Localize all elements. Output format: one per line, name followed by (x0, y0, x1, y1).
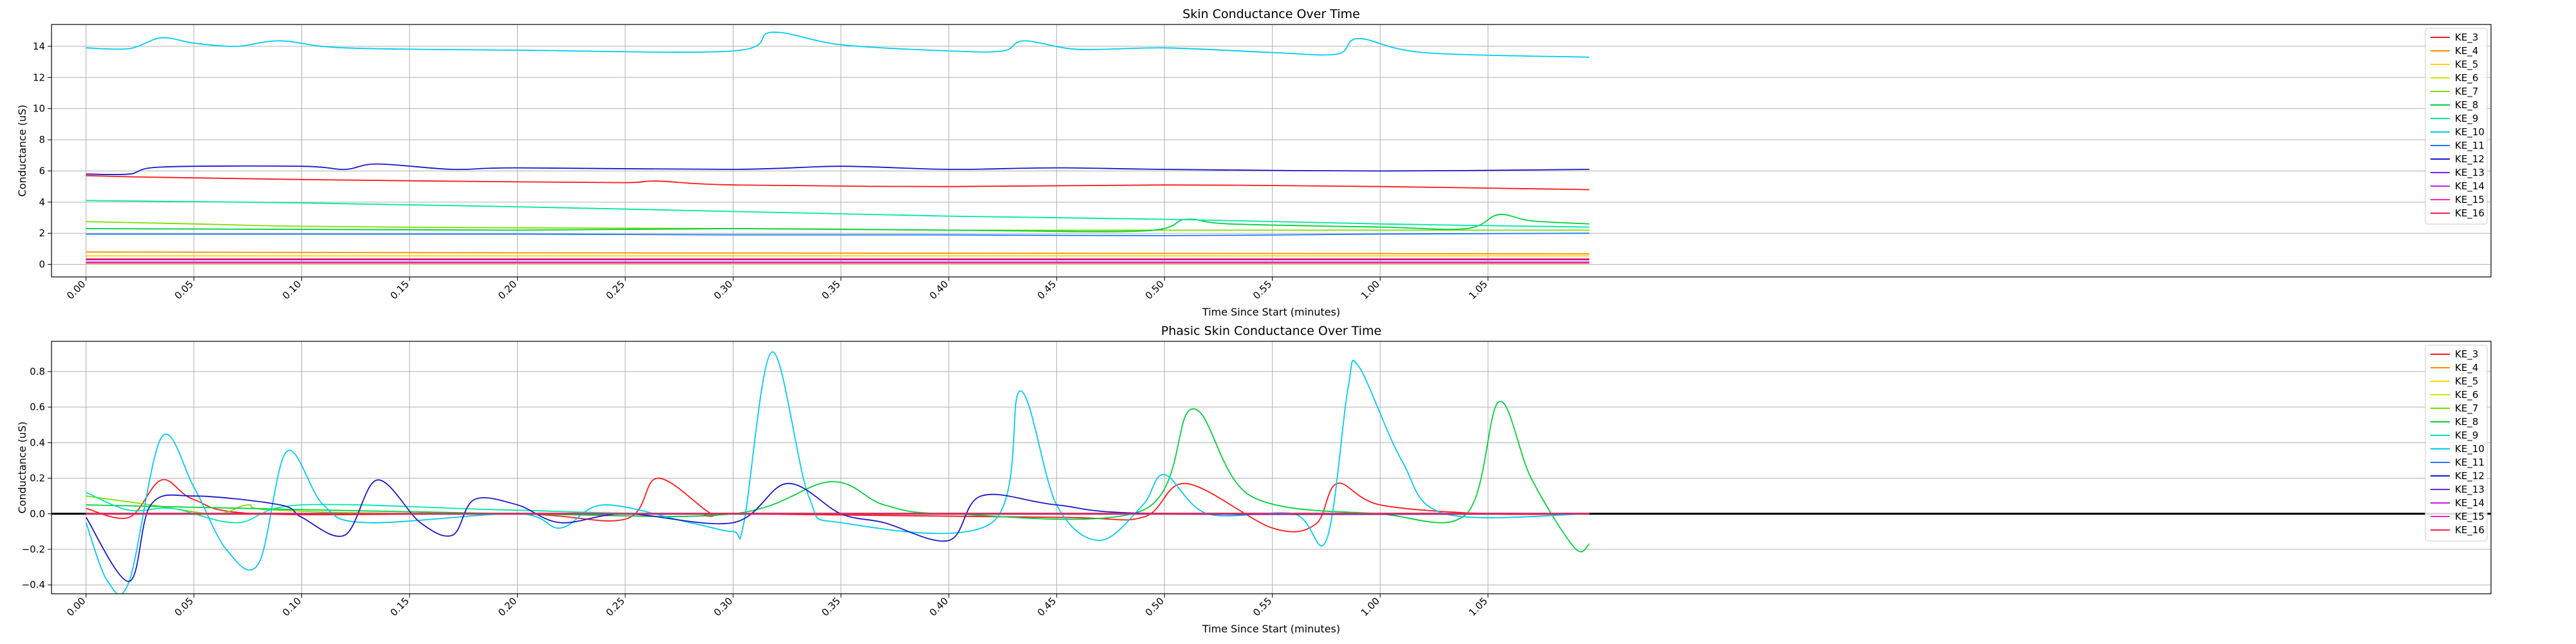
series-group (85, 351, 1590, 594)
x-tick-label: 0.25 (603, 595, 627, 618)
legend: KE_3KE_4KE_5KE_6KE_7KE_8KE_9KE_10KE_11KE… (2425, 345, 2488, 542)
legend-entry-label: KE_16 (2455, 207, 2485, 220)
legend-entry-label: KE_5 (2455, 59, 2478, 71)
legend-entry-label: KE_3 (2455, 32, 2478, 44)
x-tick-label: 0.35 (819, 278, 842, 301)
legend-entry-label: KE_14 (2455, 497, 2485, 509)
series-line-ke9 (86, 491, 1590, 524)
legend-entry-label: KE_11 (2455, 457, 2485, 469)
x-axis-label: Time Since Start (minutes) (1202, 306, 1340, 318)
y-tick-label: 0.8 (30, 366, 45, 377)
series-group (86, 32, 1590, 265)
x-tick-label: 1.00 (1359, 595, 1382, 618)
legend: KE_3KE_4KE_5KE_6KE_7KE_8KE_9KE_10KE_11KE… (2425, 28, 2488, 225)
chart-panel-2: 0.00 0.05 0.10 0.15 0.20 0.25 0.30 0.35 0.40 0.45… (16, 324, 2492, 635)
x-tick-label: 0.45 (1035, 595, 1058, 618)
x-tick-label: 1.05 (1466, 595, 1490, 618)
legend-entry-label: KE_6 (2455, 72, 2478, 84)
plot-frame (51, 24, 2492, 278)
x-tick-label: 0.30 (712, 278, 735, 301)
x-tick-label: 0.20 (496, 278, 519, 301)
x-tick-label: 0.55 (1251, 278, 1274, 301)
x-tick-label: 0.15 (388, 278, 411, 301)
y-tick-label: 2 (39, 227, 45, 239)
legend-entry-label: KE_7 (2455, 86, 2478, 98)
series-line-ke11 (86, 232, 1590, 236)
legend-entry-label: KE_8 (2455, 99, 2478, 111)
y-tick-label: 6 (39, 165, 45, 176)
legend-entry-label: KE_15 (2455, 194, 2485, 206)
x-tick-label: 0.50 (1143, 595, 1166, 618)
series-line-ke10 (86, 32, 1590, 58)
x-tick-label: 0.10 (280, 595, 303, 618)
y-tick-label: 0.4 (30, 437, 45, 448)
legend-entry-label: KE_6 (2455, 389, 2478, 401)
x-tick-label: 0.45 (1035, 278, 1058, 301)
series-line-ke9 (86, 200, 1590, 228)
y-tick-label: 0 (39, 259, 45, 270)
legend-entry-label: KE_16 (2455, 524, 2485, 536)
legend-entry-label: KE_7 (2455, 402, 2478, 415)
legend-entry-label: KE_13 (2455, 167, 2485, 179)
x-tick-label: 0.40 (927, 595, 951, 618)
legend-entry-label: KE_15 (2455, 511, 2485, 523)
chart-panel-1: 0.00 0.05 0.10 0.15 0.20 0.25 0.30 0.35 0.40 0.45… (16, 7, 2492, 318)
x-tick-label: 0.25 (603, 278, 627, 301)
legend-entry-label: KE_11 (2455, 140, 2485, 152)
legend-entry-label: KE_3 (2455, 348, 2478, 361)
legend-entry-label: KE_4 (2455, 45, 2478, 57)
legend-entry-label: KE_14 (2455, 180, 2485, 193)
legend-entry-label: KE_12 (2455, 470, 2485, 482)
y-tick-label: 12 (33, 71, 45, 83)
legend-entry-label: KE_12 (2455, 153, 2485, 166)
x-axis-label: Time Since Start (minutes) (1202, 623, 1340, 635)
x-tick-label: 0.10 (280, 278, 303, 301)
x-tick-label: 0.05 (173, 595, 196, 618)
x-tick-label: 0.40 (927, 278, 951, 301)
x-tick-label: 0.50 (1143, 278, 1166, 301)
x-tick-label: 1.05 (1466, 278, 1490, 301)
legend-entry-label: KE_13 (2455, 484, 2485, 496)
series-line-ke8 (86, 214, 1590, 232)
series-line-ke4 (86, 251, 1590, 255)
plot-frame (51, 341, 2492, 594)
legend-entry-label: KE_10 (2455, 443, 2485, 455)
y-tick-label: −0.2 (22, 544, 45, 555)
y-axis-label: Conductance (uS) (16, 105, 28, 197)
series-line-ke10 (85, 351, 1590, 594)
series-line-ke12 (85, 479, 1590, 582)
series-line-ke3 (86, 175, 1590, 191)
x-tick-label: 1.00 (1359, 278, 1382, 301)
y-axis-label: Conductance (uS) (16, 422, 28, 514)
x-tick-label: 0.30 (712, 595, 735, 618)
chart-title: Phasic Skin Conductance Over Time (1161, 324, 1381, 338)
y-tick-label: 8 (39, 134, 45, 146)
y-tick-label: 0.0 (30, 508, 45, 520)
x-tick-label: 0.00 (64, 595, 88, 618)
y-tick-label: −0.4 (22, 579, 45, 591)
y-tick-label: 14 (33, 41, 45, 52)
x-tick-label: 0.15 (388, 595, 411, 618)
y-tick-label: 10 (33, 103, 45, 115)
legend-entry-label: KE_8 (2455, 416, 2478, 428)
series-line-ke8 (86, 401, 1590, 553)
chart-title: Skin Conductance Over Time (1182, 7, 1359, 21)
y-tick-label: 0.6 (30, 401, 45, 413)
y-tick-label: 0.2 (30, 473, 45, 484)
x-tick-label: 0.20 (496, 595, 519, 618)
x-tick-label: 0.35 (819, 595, 842, 618)
legend-entry-label: KE_10 (2455, 126, 2485, 138)
series-line-ke12 (86, 163, 1590, 175)
legend-entry-label: KE_9 (2455, 430, 2478, 442)
legend-entry-label: KE_9 (2455, 113, 2478, 125)
legend-entry-label: KE_4 (2455, 362, 2478, 374)
x-tick-label: 0.05 (173, 278, 196, 301)
x-tick-label: 0.55 (1251, 595, 1274, 618)
legend-entry-label: KE_5 (2455, 375, 2478, 388)
x-tick-label: 0.00 (64, 278, 88, 301)
y-tick-label: 4 (39, 196, 45, 208)
